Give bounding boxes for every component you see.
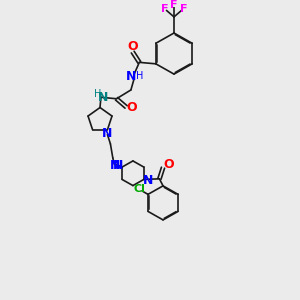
Text: N: N xyxy=(143,173,153,187)
Text: F: F xyxy=(161,4,168,14)
Text: H: H xyxy=(94,89,102,99)
Text: N: N xyxy=(102,128,112,140)
Text: O: O xyxy=(126,101,137,114)
Text: N: N xyxy=(112,159,123,172)
Text: N: N xyxy=(110,159,120,172)
Text: O: O xyxy=(128,40,138,53)
Text: H: H xyxy=(136,71,143,81)
Text: F: F xyxy=(180,4,187,14)
Text: N: N xyxy=(98,91,109,104)
Text: O: O xyxy=(163,158,174,171)
Text: Cl: Cl xyxy=(133,184,145,194)
Text: F: F xyxy=(170,0,178,10)
Text: N: N xyxy=(126,70,137,83)
